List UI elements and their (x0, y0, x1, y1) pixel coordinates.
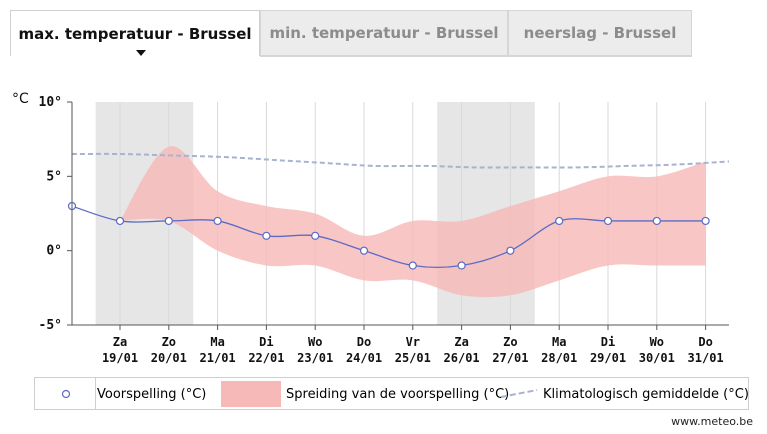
x-tick-date-label: 24/01 (346, 351, 382, 365)
x-tick-date-label: 31/01 (688, 351, 724, 365)
x-tick-date-label: 22/01 (248, 351, 284, 365)
x-tick-date-label: 29/01 (590, 351, 626, 365)
x-tick-date-label: 30/01 (639, 351, 675, 365)
legend-forecast-marker-icon (61, 389, 71, 399)
forecast-point (359, 246, 369, 255)
forecast-point (408, 261, 417, 270)
y-tick-label: 10° (39, 95, 62, 110)
y-tick-label: -5° (39, 318, 62, 333)
tab-min-temperature[interactable]: min. temperatuur - Brussel (260, 10, 508, 56)
x-tick-day-label: Zo (503, 335, 517, 349)
spread-band (120, 146, 706, 298)
legend-forecast-label: Voorspelling (°C) (97, 387, 207, 402)
tab-precipitation[interactable]: neerslag - Brussel (508, 10, 692, 56)
tab-active-caret-icon (136, 50, 146, 56)
x-tick-date-label: 21/01 (200, 351, 236, 365)
forecast-point (555, 216, 564, 226)
x-tick-day-label: Zo (162, 335, 176, 349)
forecast-point (603, 216, 613, 226)
x-tick-day-label: Di (259, 335, 273, 349)
forecast-point (164, 216, 173, 226)
tab-underline (260, 56, 692, 57)
forecast-point (701, 216, 710, 226)
forecast-point (262, 231, 271, 240)
footer-source: www.meteo.be (671, 415, 753, 428)
x-tick-day-label: Wo (650, 335, 664, 349)
x-tick-date-label: 19/01 (102, 351, 138, 365)
forecast-point (213, 216, 222, 226)
forecast-series (67, 201, 710, 270)
x-tick-date-label: 26/01 (444, 351, 480, 365)
x-tick-date-label: 20/01 (151, 351, 187, 365)
x-tick-day-label: Di (601, 335, 615, 349)
legend-climate-dash-icon (500, 389, 538, 398)
legend-climate-label: Klimatologisch gemiddelde (°C) (543, 387, 749, 402)
x-tick-day-label: Do (357, 335, 371, 349)
forecast-point (115, 216, 125, 226)
x-tick-day-label: Za (113, 335, 127, 349)
x-tick-day-label: Za (454, 335, 468, 349)
forecast-point (506, 246, 515, 255)
tab-max-temperature[interactable]: max. temperatuur - Brussel (10, 10, 260, 56)
x-tick-day-label: Do (698, 335, 712, 349)
tab-precipitation-label: neerslag - Brussel (523, 24, 677, 42)
x-tick-date-label: 27/01 (492, 351, 528, 365)
x-tick-day-label: Vr (406, 335, 420, 349)
tab-max-temperature-label: max. temperatuur - Brussel (18, 24, 252, 43)
climate-average-series (71, 152, 730, 169)
climate-average-line (71, 152, 730, 169)
spread-area (120, 146, 706, 298)
legend-spread-swatch-icon (221, 381, 281, 407)
y-tick-label: 0° (46, 244, 62, 259)
x-tick-day-label: Ma (552, 335, 566, 349)
y-axis-label: °C (12, 91, 29, 107)
legend-spread-label: Spreiding van de voorspelling (°C) (286, 387, 510, 402)
forecast-point (311, 231, 320, 240)
tab-bar: max. temperatuur - Brussel min. temperat… (10, 10, 692, 56)
axes: 10° 5° 0° -5° Za 19/01 Zo 20/01 Ma 21/01 Di 22/01 Wo… (39, 95, 729, 365)
forecast-point (457, 261, 466, 270)
x-tick-day-label: Ma (210, 335, 224, 349)
x-tick-day-label: Wo (308, 335, 322, 349)
forecast-point (652, 216, 661, 226)
x-tick-date-label: 28/01 (541, 351, 577, 365)
legend-separator (95, 378, 96, 409)
y-tick-label: 5° (46, 169, 62, 184)
tab-min-temperature-label: min. temperatuur - Brussel (269, 24, 499, 42)
legend: Voorspelling (°C) Spreiding van de voors… (34, 377, 749, 410)
x-tick-date-label: 23/01 (297, 351, 333, 365)
x-tick-date-label: 25/01 (395, 351, 431, 365)
